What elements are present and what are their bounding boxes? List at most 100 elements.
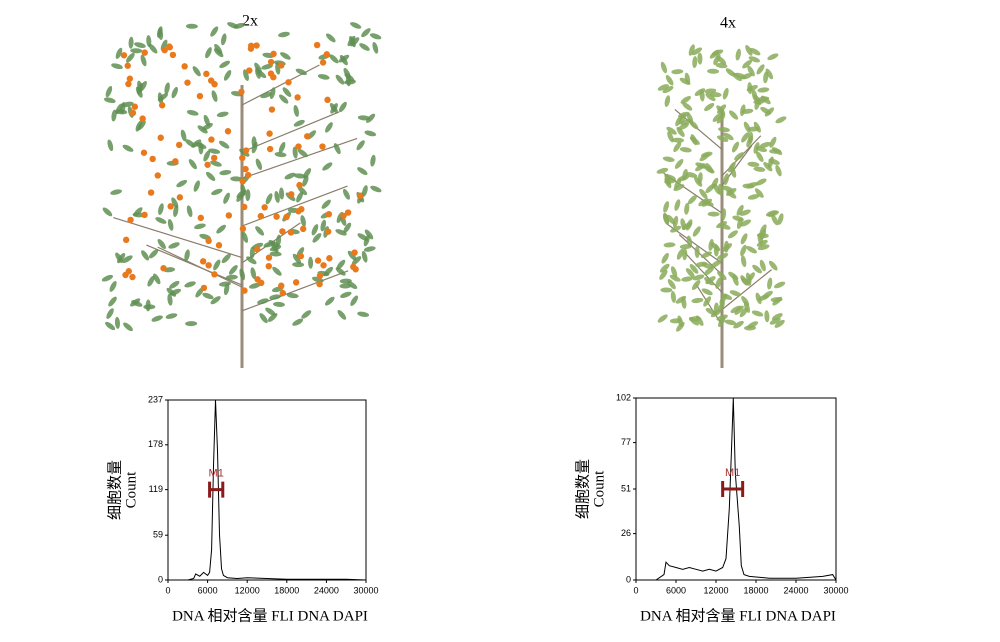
leaf: [719, 293, 728, 305]
leaf: [700, 251, 712, 259]
leaf: [692, 274, 705, 281]
leaf: [685, 219, 693, 231]
berry: [242, 165, 249, 173]
leaf: [364, 229, 374, 240]
leaf: [691, 280, 701, 291]
leaf: [115, 103, 123, 115]
leaf: [279, 187, 285, 200]
leaf: [771, 147, 783, 155]
leaf: [681, 276, 694, 282]
leaf: [239, 268, 246, 281]
leaf: [357, 115, 370, 121]
y-tick-label: 26: [621, 528, 631, 538]
leaf: [347, 35, 356, 47]
leaf: [756, 64, 765, 75]
x-tick-label: 30000: [353, 585, 378, 595]
berry: [126, 75, 134, 82]
berry: [211, 271, 218, 278]
leaf: [749, 48, 761, 56]
berry: [344, 209, 352, 216]
berry: [356, 192, 364, 199]
leaf: [302, 175, 309, 187]
leaf: [333, 143, 341, 155]
berry: [203, 70, 210, 78]
leaf: [701, 262, 714, 269]
leaf: [111, 63, 123, 70]
leaf: [292, 146, 298, 159]
leaf: [345, 74, 352, 87]
x-tick-label: 18000: [743, 585, 768, 595]
leaf: [267, 313, 278, 322]
berry: [288, 191, 295, 198]
leaf: [777, 213, 784, 225]
leaf: [350, 22, 362, 29]
leaf: [102, 207, 113, 217]
leaf: [746, 246, 757, 254]
leaf: [317, 74, 330, 80]
berry: [205, 237, 212, 245]
y-tick-label: 0: [626, 574, 631, 584]
leaf: [717, 135, 729, 142]
leaf: [695, 315, 704, 326]
leaf: [110, 189, 122, 195]
leaf: [745, 44, 753, 56]
leaf: [659, 263, 670, 273]
leaf: [682, 102, 693, 111]
leaf: [680, 95, 691, 104]
leaf: [704, 88, 717, 94]
leaf: [701, 288, 713, 296]
leaf: [308, 256, 314, 269]
leaf: [664, 95, 671, 107]
berry: [241, 287, 248, 294]
berry: [139, 115, 146, 122]
leaf: [740, 219, 752, 227]
leaf: [769, 136, 777, 148]
leaf: [335, 74, 345, 85]
leaf: [265, 193, 273, 205]
leaf: [680, 218, 686, 231]
leaf: [255, 67, 261, 79]
leaf: [747, 321, 759, 329]
marker-bracket: [721, 481, 745, 497]
leaf: [704, 102, 715, 112]
leaf: [721, 185, 734, 192]
leaf: [707, 68, 720, 74]
berry: [316, 272, 324, 279]
leaf: [140, 54, 147, 67]
leaf: [293, 173, 306, 179]
leaf: [767, 53, 779, 61]
leaf: [718, 126, 730, 133]
leaf: [743, 121, 751, 133]
x-tick-label: 6000: [198, 585, 218, 595]
leaf: [335, 267, 346, 276]
berry: [279, 289, 287, 297]
leaf: [121, 101, 134, 108]
leaf: [168, 242, 180, 249]
berry: [129, 273, 136, 281]
berry: [175, 141, 183, 149]
berry: [224, 128, 232, 135]
leaf: [241, 231, 249, 243]
berry: [184, 79, 191, 86]
berry: [205, 262, 212, 269]
leaf: [703, 266, 714, 276]
berry: [154, 172, 161, 179]
x-tick-label: 18000: [274, 585, 299, 595]
berry: [278, 62, 285, 69]
leaf: [657, 84, 669, 91]
leaf: [193, 180, 200, 192]
leaf: [679, 244, 692, 250]
leaf: [337, 309, 347, 320]
leaf: [753, 142, 760, 154]
leaf: [369, 33, 382, 40]
leaf: [740, 255, 747, 268]
leaf: [734, 305, 744, 315]
leaf: [692, 56, 698, 69]
leaf: [335, 229, 347, 236]
leaf: [219, 60, 230, 69]
leaf: [665, 75, 674, 86]
marker-bracket: [208, 481, 225, 498]
berry: [340, 212, 347, 219]
y-tick-label: 102: [616, 392, 631, 402]
leaf: [710, 260, 722, 268]
